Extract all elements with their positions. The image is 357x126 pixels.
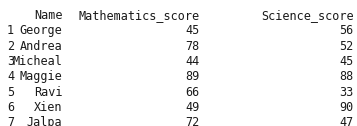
Text: 7: 7: [7, 116, 14, 126]
Text: Name: Name: [34, 9, 62, 22]
Text: 33: 33: [339, 86, 353, 99]
Text: 45: 45: [339, 55, 353, 68]
Text: Science_score: Science_score: [261, 9, 353, 22]
Text: 47: 47: [339, 116, 353, 126]
Text: 45: 45: [186, 24, 200, 37]
Text: 89: 89: [186, 70, 200, 83]
Text: 6: 6: [7, 101, 14, 114]
Text: Mathematics_score: Mathematics_score: [79, 9, 200, 22]
Text: 90: 90: [339, 101, 353, 114]
Text: 52: 52: [339, 40, 353, 53]
Text: 49: 49: [186, 101, 200, 114]
Text: 3: 3: [7, 55, 14, 68]
Text: George: George: [20, 24, 62, 37]
Text: 4: 4: [7, 70, 14, 83]
Text: 1: 1: [7, 24, 14, 37]
Text: 2: 2: [7, 40, 14, 53]
Text: 66: 66: [186, 86, 200, 99]
Text: 44: 44: [186, 55, 200, 68]
Text: 78: 78: [186, 40, 200, 53]
Text: Micheal: Micheal: [12, 55, 62, 68]
Text: 5: 5: [7, 86, 14, 99]
Text: Xien: Xien: [34, 101, 62, 114]
Text: Andrea: Andrea: [20, 40, 62, 53]
Text: 56: 56: [339, 24, 353, 37]
Text: Jalpa: Jalpa: [27, 116, 62, 126]
Text: Ravi: Ravi: [34, 86, 62, 99]
Text: 72: 72: [186, 116, 200, 126]
Text: 88: 88: [339, 70, 353, 83]
Text: Maggie: Maggie: [20, 70, 62, 83]
